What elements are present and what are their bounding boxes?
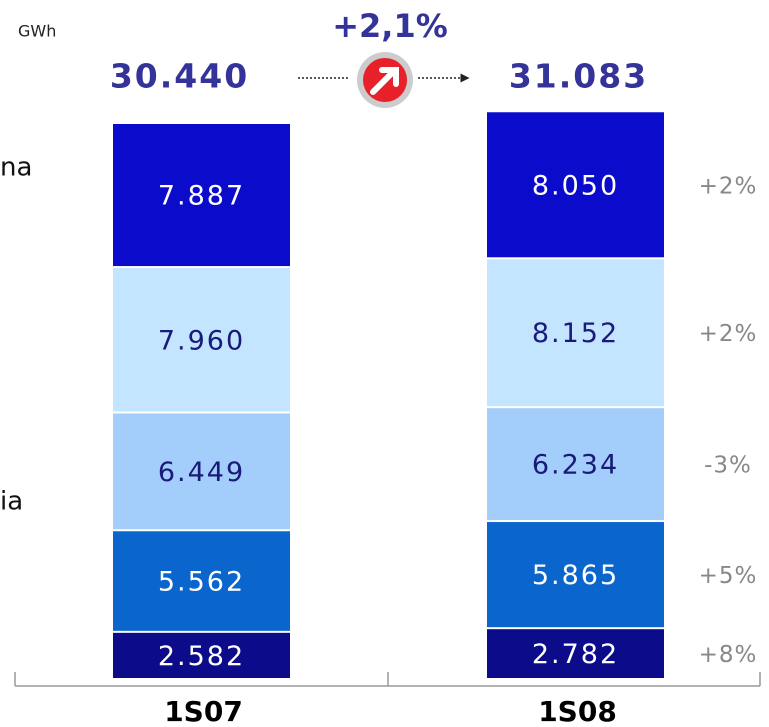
- bar-segment: [487, 522, 664, 628]
- bar-segment: [113, 632, 290, 678]
- annotation: ia: [0, 487, 23, 517]
- value-label: 2.582: [158, 641, 245, 672]
- bar-segment: [487, 259, 664, 407]
- bar-segment: [113, 413, 290, 530]
- value-label: 2.782: [532, 639, 619, 670]
- bar-segment: [487, 629, 664, 678]
- growth-label: +2,1%: [332, 7, 448, 45]
- category-label: 1S07: [164, 695, 243, 727]
- value-label: 5.865: [532, 560, 619, 591]
- change-label: +8%: [699, 642, 758, 668]
- bar-segment: [487, 408, 664, 521]
- value-label: 8.152: [532, 318, 619, 349]
- unit-label: GWh: [18, 22, 56, 41]
- bar-segment: [487, 112, 664, 258]
- change-label: +5%: [699, 563, 758, 589]
- icon-arrow: [370, 67, 399, 95]
- category-label: 1S08: [538, 695, 617, 727]
- value-label: 5.562: [158, 567, 245, 598]
- value-label: 8.050: [532, 170, 619, 201]
- total-label: 30.440: [110, 57, 249, 96]
- value-label: 6.234: [532, 450, 619, 481]
- change-label: -3%: [704, 453, 752, 479]
- value-label: 7.887: [158, 181, 245, 212]
- value-label: 7.960: [158, 325, 245, 356]
- bar-segment: [113, 531, 290, 631]
- change-label: +2%: [699, 321, 758, 347]
- value-label: 6.449: [158, 457, 245, 488]
- annotation: na: [0, 153, 32, 183]
- bar-segment: [113, 124, 290, 267]
- change-label: +2%: [699, 173, 758, 199]
- bar-segment: [113, 268, 290, 412]
- total-label: 31.083: [509, 57, 648, 96]
